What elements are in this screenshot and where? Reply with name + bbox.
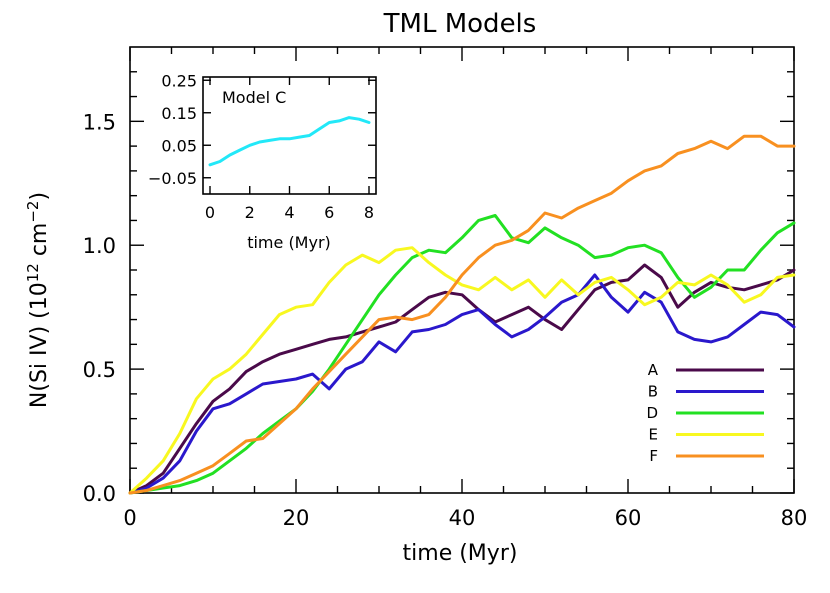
main-axis-ticks: 0 20 40 60 800.00.51.01.5 [83,47,808,530]
plot-frame [129,46,795,494]
y-axis-label: N(Si IV) (1012 cm−2) [24,192,52,408]
series-line-e [128,246,796,495]
x-tick-label: 40 [449,506,476,530]
series-line-d [128,214,796,495]
main-series-group [128,134,796,495]
inset-series-line-c [208,116,371,167]
inset-y-tick-label: 0.15 [161,104,197,123]
series-line-a [128,263,796,495]
x-axis-label: time (Myr) [403,541,518,566]
x-tick-label: 60 [615,506,642,530]
series-line-b [128,273,796,495]
x-tick-label: 80 [781,506,808,530]
inset-x-tick-label: 0 [205,203,215,222]
inset-axis-ticks: 0 2 4 6 8 −0.05 0.05 0.15 0.25 [148,71,376,222]
inset-x-tick-label: 8 [364,203,374,222]
y-axis-label-unit: cm [27,223,52,264]
inset-title: Model C [222,88,286,107]
legend-label-f: F [649,447,658,465]
y-axis-label-base: N(Si IV) (10 [27,282,52,408]
legend-label-e: E [649,426,658,444]
y-tick-label: 0.5 [83,358,116,382]
inset-x-tick-label: 2 [245,203,255,222]
inset-series-group [208,116,371,167]
legend-label-d: D [646,404,658,422]
legend-label-a: A [648,361,659,379]
inset-x-tick-label: 6 [324,203,334,222]
y-axis-label-close: ) [27,192,52,201]
series-line-f [128,134,796,495]
inset-x-axis-label: time (Myr) [247,233,331,252]
inset-y-tick-label: 0.25 [161,71,197,90]
y-tick-label: 1.0 [83,234,116,258]
inset-x-tick-label: 4 [284,203,294,222]
x-tick-label: 0 [123,506,136,530]
inset-y-tick-label: 0.05 [161,136,197,155]
y-tick-label: 0.0 [83,482,116,506]
y-axis-label-exponent: 12 [24,263,42,282]
y-axis-label-unit-exponent: −2 [24,201,42,223]
y-tick-label: 1.5 [83,110,116,134]
x-tick-label: 20 [283,506,310,530]
chart-title: TML Models [383,9,537,39]
inset-y-tick-label: −0.05 [148,169,197,188]
legend-label-b: B [648,383,658,401]
